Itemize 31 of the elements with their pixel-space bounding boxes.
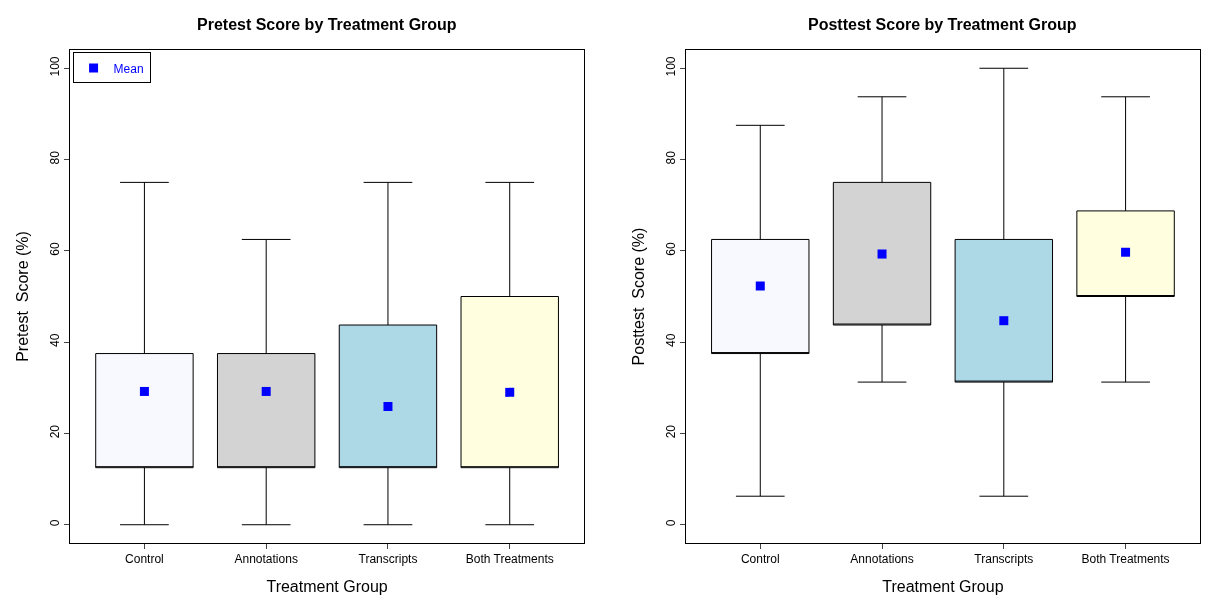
y-tick-label: 0 [48, 519, 63, 527]
x-tick-label: Transcripts [358, 552, 418, 567]
y-tick-label: 60 [664, 242, 679, 256]
y-tick-label: 40 [48, 333, 63, 348]
y-tick-label: 80 [48, 150, 63, 165]
x-axis-title: Treatment Group [266, 578, 388, 596]
x-tick-label: Control [740, 552, 780, 567]
y-tick-label: 100 [48, 56, 63, 77]
legend-label: Mean [113, 61, 144, 76]
x-tick-label: Both Treatments [1081, 552, 1170, 567]
y-tick-label: 100 [664, 56, 679, 77]
y-tick-label: 60 [48, 242, 63, 256]
point [755, 281, 765, 291]
x-tick-label: Transcripts [974, 552, 1034, 567]
x-tick-label: Annotations [234, 552, 298, 567]
y-tick-label: 20 [664, 424, 679, 439]
y-axis-title: Pretest Score (%) [14, 231, 32, 362]
chart-title: Posttest Score by Treatment Group [808, 16, 1077, 33]
y-axis-title: Posttest Score (%) [629, 227, 647, 366]
y-tick-label: 40 [664, 333, 679, 348]
point [1121, 247, 1131, 257]
x-tick-label: Control [125, 552, 164, 567]
point [999, 316, 1009, 326]
y-tick-label: 80 [664, 150, 679, 165]
point [877, 249, 887, 259]
y-tick-label: 0 [664, 519, 679, 527]
x-axis-title: Treatment Group [882, 578, 1004, 596]
x-tick-label: Both Treatments [465, 552, 554, 567]
y-tick-label: 20 [48, 424, 63, 439]
x-tick-label: Annotations [850, 552, 914, 567]
chart-title: Pretest Score by Treatment Group [197, 16, 457, 33]
